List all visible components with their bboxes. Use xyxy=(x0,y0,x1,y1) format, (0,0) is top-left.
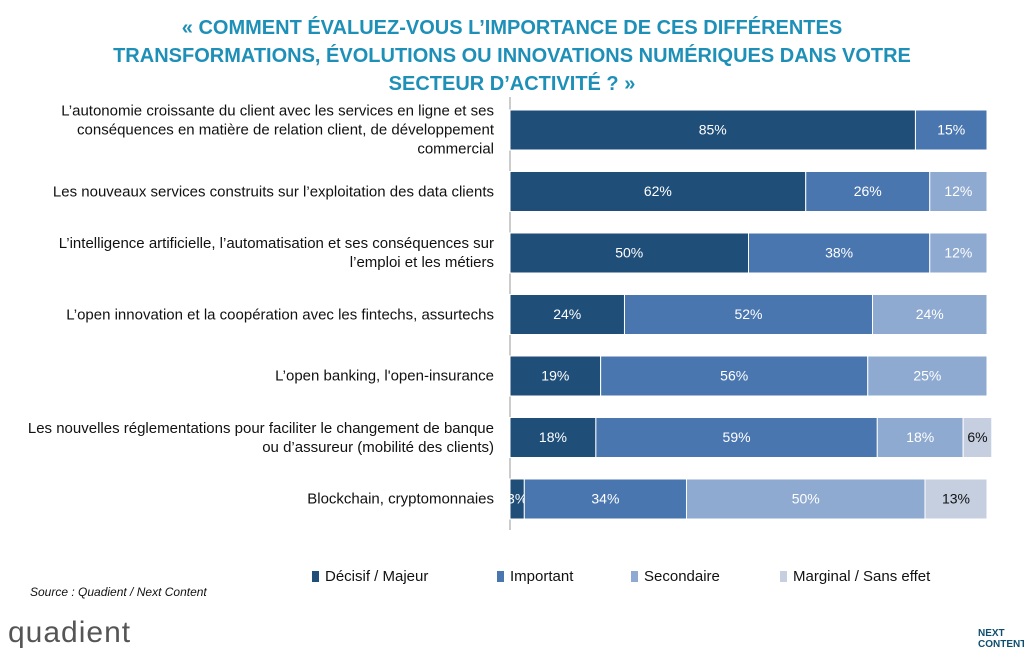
bar-segment xyxy=(805,171,931,212)
value-label: 50% xyxy=(615,245,643,261)
value-label: 13% xyxy=(942,491,970,507)
value-label: 52% xyxy=(734,306,762,322)
bar-segment xyxy=(623,294,874,335)
value-label: 3% xyxy=(507,491,527,507)
logo-next-content: NEXT CONTENT xyxy=(978,628,1024,650)
value-label: 15% xyxy=(937,122,965,138)
legend-entry: Marginal / Sans effet xyxy=(780,568,930,585)
category-label: L’autonomie croissante du client avec le… xyxy=(61,102,494,158)
value-label: 6% xyxy=(967,429,987,445)
legend-label: Secondaire xyxy=(644,568,720,585)
value-label: 12% xyxy=(944,183,972,199)
value-label: 59% xyxy=(723,429,751,445)
value-label: 56% xyxy=(720,368,748,384)
bar-segment xyxy=(872,294,988,335)
value-label: 85% xyxy=(699,122,727,138)
legend-entry: Important xyxy=(497,568,573,585)
bar-segment xyxy=(509,232,749,274)
bar-segment xyxy=(914,109,988,151)
bar-segment xyxy=(509,294,625,335)
bar-segment xyxy=(748,232,931,274)
category-label: L’open banking, l'open-insurance xyxy=(275,367,494,385)
legend-swatch xyxy=(312,571,319,582)
bar-segment xyxy=(876,417,964,458)
category-label: L’intelligence artificielle, l’automatis… xyxy=(58,235,494,271)
value-label: 26% xyxy=(854,183,882,199)
legend-label: Important xyxy=(510,568,574,585)
legend-swatch xyxy=(780,571,787,582)
bar-segment xyxy=(929,171,988,212)
legend-label: Marginal / Sans effet xyxy=(793,568,931,585)
value-label: 50% xyxy=(792,491,820,507)
bar-segment xyxy=(509,109,916,151)
legend-label: Décisif / Majeur xyxy=(325,568,429,585)
value-label: 24% xyxy=(916,306,944,322)
legend-entry: Secondaire xyxy=(631,568,720,585)
bar-segment xyxy=(523,478,687,520)
chart-title: « COMMENT ÉVALUEZ-VOUS L’IMPORTANCE DE C… xyxy=(113,17,911,95)
value-label: 18% xyxy=(906,429,934,445)
value-label: 62% xyxy=(644,183,672,199)
value-label: 25% xyxy=(913,368,941,384)
logo-quadient: quadient xyxy=(8,616,132,649)
bar-segment xyxy=(929,232,988,274)
bar-segment xyxy=(962,417,993,458)
legend-entry: Décisif / Majeur xyxy=(312,568,428,585)
category-label: L’open innovation et la coopération avec… xyxy=(66,306,494,323)
category-label: Blockchain, cryptomonnaies xyxy=(307,490,494,508)
bar-segment xyxy=(867,355,988,397)
value-label: 19% xyxy=(541,368,569,384)
value-label: 24% xyxy=(553,306,581,322)
legend-swatch xyxy=(497,571,504,582)
bar-segment xyxy=(924,478,988,520)
value-label: 34% xyxy=(591,491,619,507)
value-label: 12% xyxy=(944,245,972,261)
value-label: 38% xyxy=(825,245,853,261)
value-label: 18% xyxy=(539,429,567,445)
bar-segment xyxy=(685,478,926,520)
legend-swatch xyxy=(631,571,638,582)
category-label: Les nouvelles réglementations pour facil… xyxy=(27,419,494,456)
category-label: Les nouveaux services construits sur l’e… xyxy=(52,183,494,200)
bar-segment xyxy=(600,355,869,397)
source: Source : Quadient / Next Content xyxy=(30,585,207,599)
bar-segment xyxy=(509,355,602,397)
